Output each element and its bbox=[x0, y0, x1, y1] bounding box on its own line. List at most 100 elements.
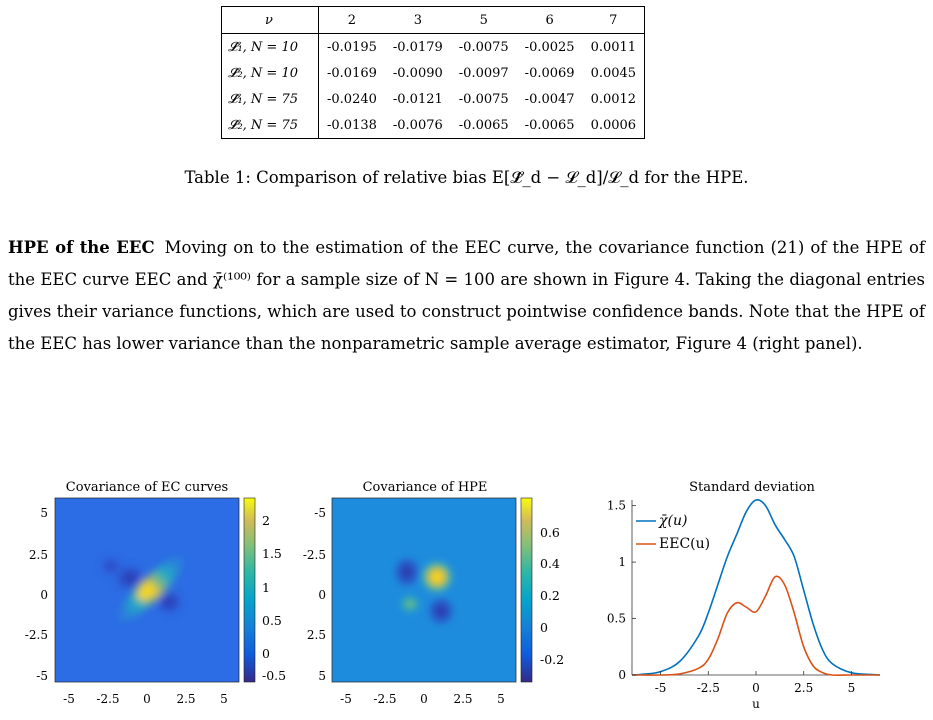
heatmap2-frame bbox=[331, 497, 517, 683]
panel1-title: Covariance of EC curves bbox=[66, 480, 228, 495]
results-table: ν 2 3 5 6 7 𝓛̂₁, N = 10 -0.0195 -0.0179 … bbox=[221, 6, 646, 139]
panel2-yticks: -5 -2.5 0 2.5 5 bbox=[303, 506, 326, 683]
results-table-container: ν 2 3 5 6 7 𝓛̂₁, N = 10 -0.0195 -0.0179 … bbox=[221, 6, 646, 139]
panel-covariance-ec: Covariance of EC curves 5 2.5 0 -2.5 -5 … bbox=[25, 480, 286, 706]
table-cell: -0.0076 bbox=[392, 117, 443, 133]
colorbar2 bbox=[520, 497, 533, 683]
heatmap2-blob bbox=[397, 592, 423, 616]
series-line-eec bbox=[632, 575, 880, 676]
heatmap1-blob bbox=[99, 556, 123, 576]
table-cell: -0.0121 bbox=[392, 91, 443, 107]
y-tick: 2.5 bbox=[29, 548, 48, 562]
colorbar1 bbox=[243, 497, 256, 683]
table-row: 𝓛̂₁, N = 10 -0.0195 -0.0179 -0.0075 -0.0… bbox=[221, 33, 645, 60]
table-header-row: ν 2 3 5 6 7 bbox=[221, 6, 645, 34]
y-tick: -5 bbox=[314, 506, 326, 520]
cbar-tick: 0.6 bbox=[540, 525, 560, 540]
x-tick: -5 bbox=[655, 681, 667, 695]
heatmap2-blob bbox=[392, 555, 422, 589]
x-tick: 2.5 bbox=[176, 692, 195, 706]
y-tick: 0 bbox=[40, 588, 48, 602]
y-tick: -2.5 bbox=[25, 628, 48, 642]
row-label: 𝓛̂₂, N = 75 bbox=[221, 112, 319, 139]
header-col: 6 bbox=[516, 6, 583, 34]
heatmap1-blob bbox=[155, 589, 183, 615]
table-cell: -0.0169 bbox=[327, 65, 377, 81]
panel1-xticks: -5 -2.5 0 2.5 5 bbox=[63, 692, 228, 706]
heatmap1-frame bbox=[54, 497, 240, 683]
chart-xticks: -5 -2.5 0 2.5 5 bbox=[655, 681, 855, 695]
x-tick: 5 bbox=[848, 681, 856, 695]
table-cell: -0.0097 bbox=[458, 65, 509, 81]
table-cell: -0.0090 bbox=[392, 65, 443, 81]
header-col: 7 bbox=[582, 6, 645, 34]
cbar-tick: 2 bbox=[262, 513, 270, 528]
panel-standard-deviation: Standard deviation 1.5 1 0.5 0 -5 -2.5 0… bbox=[607, 480, 881, 711]
panel2-xticks: -5 -2.5 0 2.5 5 bbox=[340, 692, 505, 706]
x-tick: -5 bbox=[63, 692, 75, 706]
panel1-yticks: 5 2.5 0 -2.5 -5 bbox=[25, 506, 48, 683]
legend-label: EEC(u) bbox=[659, 536, 710, 552]
table-cell: -0.0179 bbox=[392, 39, 443, 55]
colorbar1-ticks: 2 1.5 1 0.5 0 -0.5 bbox=[262, 513, 286, 683]
x-tick: 0 bbox=[752, 681, 760, 695]
table-cell: -0.0075 bbox=[458, 91, 509, 107]
table-cell: -0.0195 bbox=[327, 39, 377, 55]
heatmap2-blob bbox=[426, 595, 456, 627]
table-cell: 0.0011 bbox=[590, 39, 637, 55]
cbar-tick: 0.4 bbox=[540, 556, 560, 571]
x-tick: 0 bbox=[420, 692, 428, 706]
x-tick: -2.5 bbox=[373, 692, 396, 706]
chart-legend: χ̄(u) EEC(u) bbox=[636, 513, 710, 552]
table-row: 𝓛̂₁, N = 75 -0.0240 -0.0121 -0.0075 -0.0… bbox=[221, 86, 645, 112]
cbar-tick: 0.2 bbox=[540, 588, 560, 603]
paragraph-heading: HPE of the EEC bbox=[8, 238, 155, 257]
cbar-tick: 0.5 bbox=[262, 613, 282, 628]
header-nu: ν bbox=[221, 6, 319, 34]
chart-title: Standard deviation bbox=[689, 480, 815, 495]
table-cell: 0.0012 bbox=[590, 91, 637, 107]
table-cell: -0.0065 bbox=[524, 117, 575, 133]
cbar-tick: 0 bbox=[540, 620, 548, 635]
x-tick: 2.5 bbox=[794, 681, 813, 695]
heatmap2-blob bbox=[418, 558, 456, 596]
table-row: 𝓛̂₂, N = 10 -0.0169 -0.0090 -0.0097 -0.0… bbox=[221, 60, 645, 86]
legend-label: χ̄(u) bbox=[658, 513, 687, 529]
y-tick: 0.5 bbox=[607, 612, 626, 626]
header-col: 5 bbox=[450, 6, 517, 34]
cbar-tick: 1 bbox=[262, 580, 270, 595]
header-col: 2 bbox=[318, 6, 385, 34]
heatmap2-structure bbox=[392, 555, 456, 627]
series-line-chi-bar bbox=[631, 499, 881, 676]
y-tick: 0 bbox=[318, 588, 326, 602]
heatmap1-peak bbox=[137, 583, 155, 601]
chart-yticks: 1.5 1 0.5 0 bbox=[607, 499, 626, 682]
y-tick: 5 bbox=[318, 669, 326, 683]
heatmap1-structure bbox=[99, 554, 186, 624]
table-caption: Table 1: Comparison of relative bias E[𝓛… bbox=[184, 168, 749, 187]
y-tick: -2.5 bbox=[303, 548, 326, 562]
cbar-tick: -0.5 bbox=[262, 668, 286, 683]
table-cell: 0.0045 bbox=[590, 65, 637, 81]
table-row: 𝓛̂₂, N = 75 -0.0138 -0.0076 -0.0065 -0.0… bbox=[221, 112, 645, 139]
table-cell: 0.0006 bbox=[590, 117, 637, 133]
x-tick: 0 bbox=[143, 692, 151, 706]
table-cell: -0.0065 bbox=[458, 117, 509, 133]
table-cell: -0.0138 bbox=[327, 117, 377, 133]
row-label: 𝓛̂₁, N = 75 bbox=[221, 86, 319, 112]
row-label: 𝓛̂₂, N = 10 bbox=[221, 60, 319, 86]
y-tick: 0 bbox=[618, 668, 626, 682]
x-axis-label: u bbox=[752, 697, 760, 711]
heatmap1-blob bbox=[114, 564, 146, 592]
x-tick: -2.5 bbox=[697, 681, 720, 695]
row-label: 𝓛̂₁, N = 10 bbox=[221, 33, 319, 60]
header-col: 3 bbox=[384, 6, 451, 34]
y-tick: 1.5 bbox=[607, 499, 626, 513]
table-cell: -0.0047 bbox=[524, 91, 575, 107]
panel2-title: Covariance of HPE bbox=[363, 480, 488, 495]
x-tick: -5 bbox=[340, 692, 352, 706]
figure-4: Covariance of EC curves 5 2.5 0 -2.5 -5 … bbox=[25, 480, 881, 711]
y-tick: 1 bbox=[618, 555, 626, 569]
y-tick: -5 bbox=[36, 669, 48, 683]
cbar-tick: 0 bbox=[262, 646, 270, 661]
